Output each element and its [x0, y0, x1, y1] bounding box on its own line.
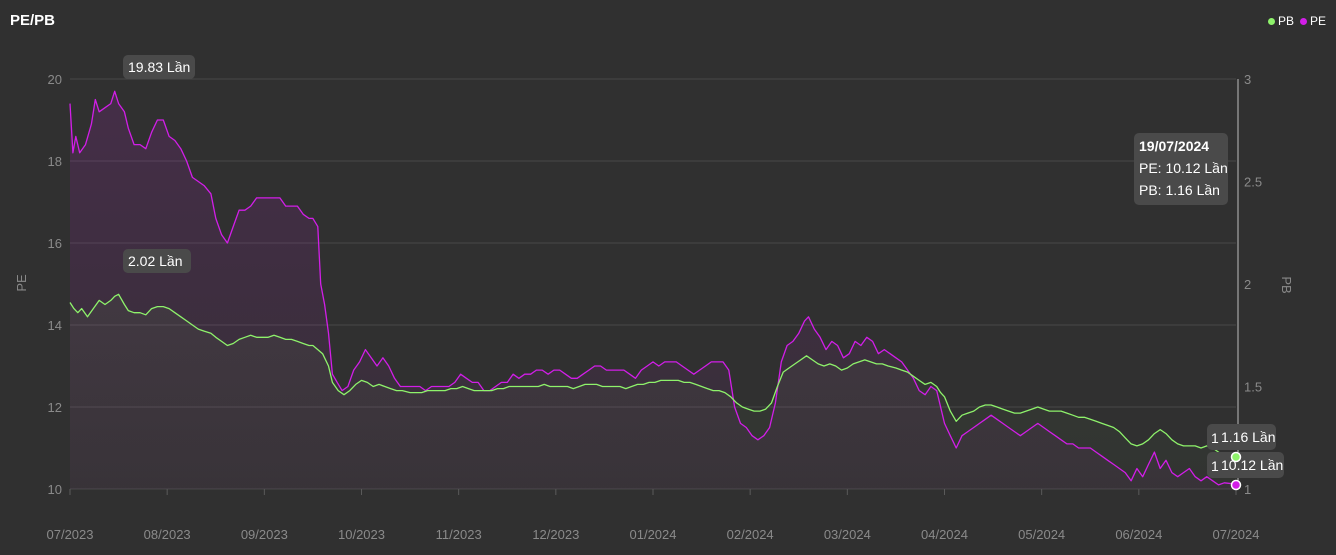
y-right-tick-label: 2.5 — [1244, 175, 1262, 190]
pb-area — [70, 294, 1236, 489]
tooltip-pb: PB: 1.16 Lần — [1139, 182, 1220, 198]
x-tick-label: 07/2023 — [47, 527, 94, 542]
series-lines — [69, 90, 1237, 486]
x-tick-label: 05/2024 — [1018, 527, 1065, 542]
y-right-tick-label: 1.5 — [1244, 380, 1262, 395]
y-axis-right-title: PB — [1279, 276, 1294, 293]
legend-dot-pb — [1267, 17, 1275, 25]
tooltip-pe: PE: 10.12 Lần — [1139, 160, 1228, 176]
legend: PB PE — [1267, 14, 1326, 28]
x-tick-label: 08/2023 — [144, 527, 191, 542]
pe-max-label: 19.83 Lần — [123, 55, 195, 79]
x-axis: 07/2023 08/2023 09/2023 10/2023 11/2023 12/20… — [47, 489, 1260, 542]
y-right-tick-label: 3 — [1244, 72, 1251, 87]
x-tick-label: 10/2023 — [338, 527, 385, 542]
legend-item-pb[interactable]: PB — [1267, 14, 1294, 28]
y-left-tick-label: 12 — [48, 400, 62, 415]
x-tick-label: 09/2023 — [241, 527, 288, 542]
tooltip: 19/07/2024 PE: 10.12 Lần PB: 1.16 Lần — [1134, 133, 1228, 205]
pb-last-prefix: 1 — [1211, 430, 1219, 446]
pb-last-point[interactable] — [1230, 451, 1242, 463]
pe-max-text: 19.83 Lần — [128, 59, 190, 75]
y-left-tick-label: 20 — [48, 72, 62, 87]
y-axis-left: 20 18 16 14 12 10 — [48, 72, 62, 497]
y-axis-left-title: PE — [14, 274, 29, 292]
y-left-tick-label: 18 — [48, 154, 62, 169]
y-axis-right: 3 2.5 2 1.5 1 — [1244, 72, 1262, 497]
pe-last-point[interactable] — [1230, 479, 1242, 491]
pe-line — [69, 90, 1237, 486]
y-left-tick-label: 10 — [48, 482, 62, 497]
x-tick-label: 02/2024 — [727, 527, 774, 542]
y-right-tick-label: 1 — [1244, 482, 1251, 497]
x-tick-label: 11/2023 — [436, 527, 482, 542]
legend-item-pe[interactable]: PE — [1299, 14, 1326, 28]
pe-last-prefix: 1 — [1211, 458, 1219, 474]
pb-last-label: 1 1.16 Lần — [1207, 424, 1276, 450]
x-tick-label: 06/2024 — [1115, 527, 1162, 542]
y-right-tick-label: 2 — [1244, 277, 1251, 292]
pe-last-label: 1 10.12 Lần — [1207, 452, 1284, 478]
series-areas — [70, 91, 1236, 490]
legend-label-pe: PE — [1309, 14, 1326, 28]
tooltip-date: 19/07/2024 — [1139, 138, 1209, 154]
y-left-tick-label: 16 — [48, 236, 62, 251]
y-left-tick-label: 14 — [48, 318, 62, 333]
pb-last-text: 1.16 Lần — [1221, 429, 1276, 445]
pb-max-text: 2.02 Lần — [128, 253, 183, 269]
legend-label-pb: PB — [1277, 14, 1294, 28]
pb-line — [69, 293, 1236, 457]
chart-title: PE/PB — [10, 12, 56, 29]
legend-dot-pe — [1299, 17, 1307, 25]
pb-max-label: 2.02 Lần — [123, 249, 191, 273]
x-tick-label: 01/2024 — [630, 527, 677, 542]
x-tick-label: 03/2024 — [824, 527, 871, 542]
x-tick-label: 12/2023 — [532, 527, 579, 542]
x-tick-label: 04/2024 — [921, 527, 968, 542]
pe-last-text: 10.12 Lần — [1221, 457, 1283, 473]
x-tick-label: 07/2024 — [1213, 527, 1260, 542]
